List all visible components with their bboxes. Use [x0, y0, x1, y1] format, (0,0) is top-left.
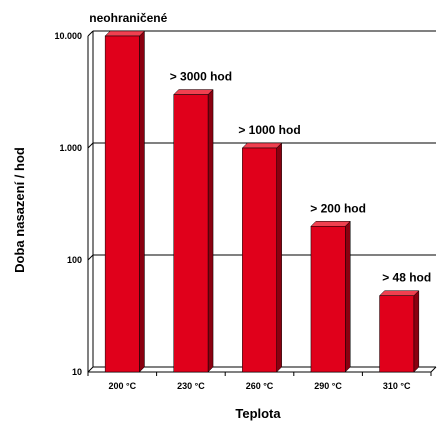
bar-side [276, 142, 282, 373]
data-label: > 200 hod [310, 201, 366, 215]
gridline-depth [87, 366, 94, 373]
y-axis-title: Doba nasazení / hod [12, 147, 27, 273]
gridline-depth [87, 30, 94, 37]
y-tick-label: 10 [72, 367, 82, 377]
bar-top [310, 221, 351, 227]
gridline-depth [87, 254, 94, 261]
bar [379, 295, 415, 373]
bar-side [413, 290, 420, 373]
bar [310, 226, 346, 373]
bar-side [139, 30, 145, 373]
bar-top [173, 89, 214, 95]
bar-top [241, 142, 283, 149]
x-tick-label: 290 °C [314, 381, 342, 391]
bar-side [345, 220, 351, 373]
y-tick-label: 10.000 [54, 31, 82, 41]
x-axis-title: Teplota [235, 406, 281, 421]
bar-top [104, 30, 146, 37]
bar [242, 147, 277, 373]
x-tick-label: 310 °C [383, 381, 411, 391]
gridline-depth [87, 142, 94, 149]
bar [104, 35, 140, 373]
data-label: > 3000 hod [170, 70, 232, 84]
data-label: > 1000 hod [238, 123, 300, 137]
plot-area: 10 100 1.000 10.000 200 °C neohraničené 230 °C… [54, 11, 437, 391]
bar-top [378, 290, 420, 296]
x-tick-label: 200 °C [108, 381, 136, 391]
y-tick-label: 1.000 [59, 143, 82, 153]
data-label: > 48 hod [382, 271, 431, 285]
x-tick-label: 230 °C [177, 381, 205, 391]
data-label: neohraničené [89, 11, 167, 25]
bar-side [207, 88, 214, 373]
x-tick-label: 260 °C [246, 381, 274, 391]
x-axis-depth [430, 366, 437, 373]
bar [173, 94, 209, 373]
y-tick-label: 100 [67, 255, 82, 265]
